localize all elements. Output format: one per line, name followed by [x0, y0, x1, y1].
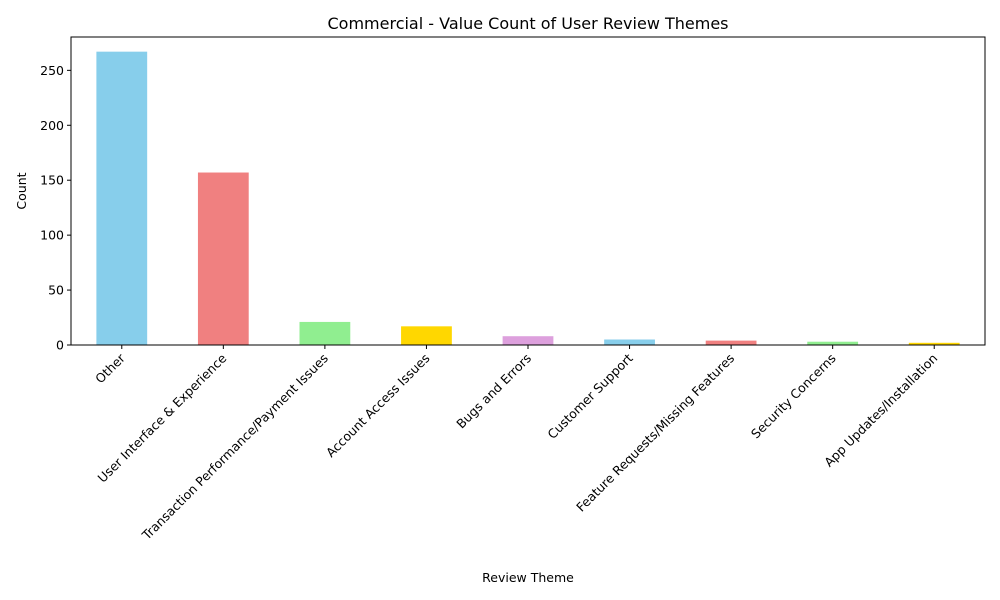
y-tick-label: 50: [48, 283, 64, 298]
bar: [96, 51, 148, 346]
bar: [401, 326, 452, 345]
bar: [299, 321, 351, 345]
y-tick-label: 0: [56, 338, 64, 353]
y-tick-label: 150: [40, 173, 64, 188]
bar: [705, 340, 757, 345]
bars-group: [96, 51, 960, 346]
x-axis-label: Review Theme: [482, 570, 574, 585]
bar: [604, 339, 655, 345]
chart-title: Commercial - Value Count of User Review …: [327, 14, 728, 33]
y-axis: 0 50 100 150 200 250: [40, 63, 71, 353]
y-tick-label: 250: [40, 63, 64, 78]
y-axis-label: Count: [14, 172, 29, 209]
bar: [197, 172, 249, 345]
y-tick-label: 200: [40, 118, 64, 133]
bar: [908, 342, 960, 345]
bar: [807, 341, 859, 345]
y-tick-label: 100: [40, 228, 64, 243]
bar: [502, 336, 554, 345]
